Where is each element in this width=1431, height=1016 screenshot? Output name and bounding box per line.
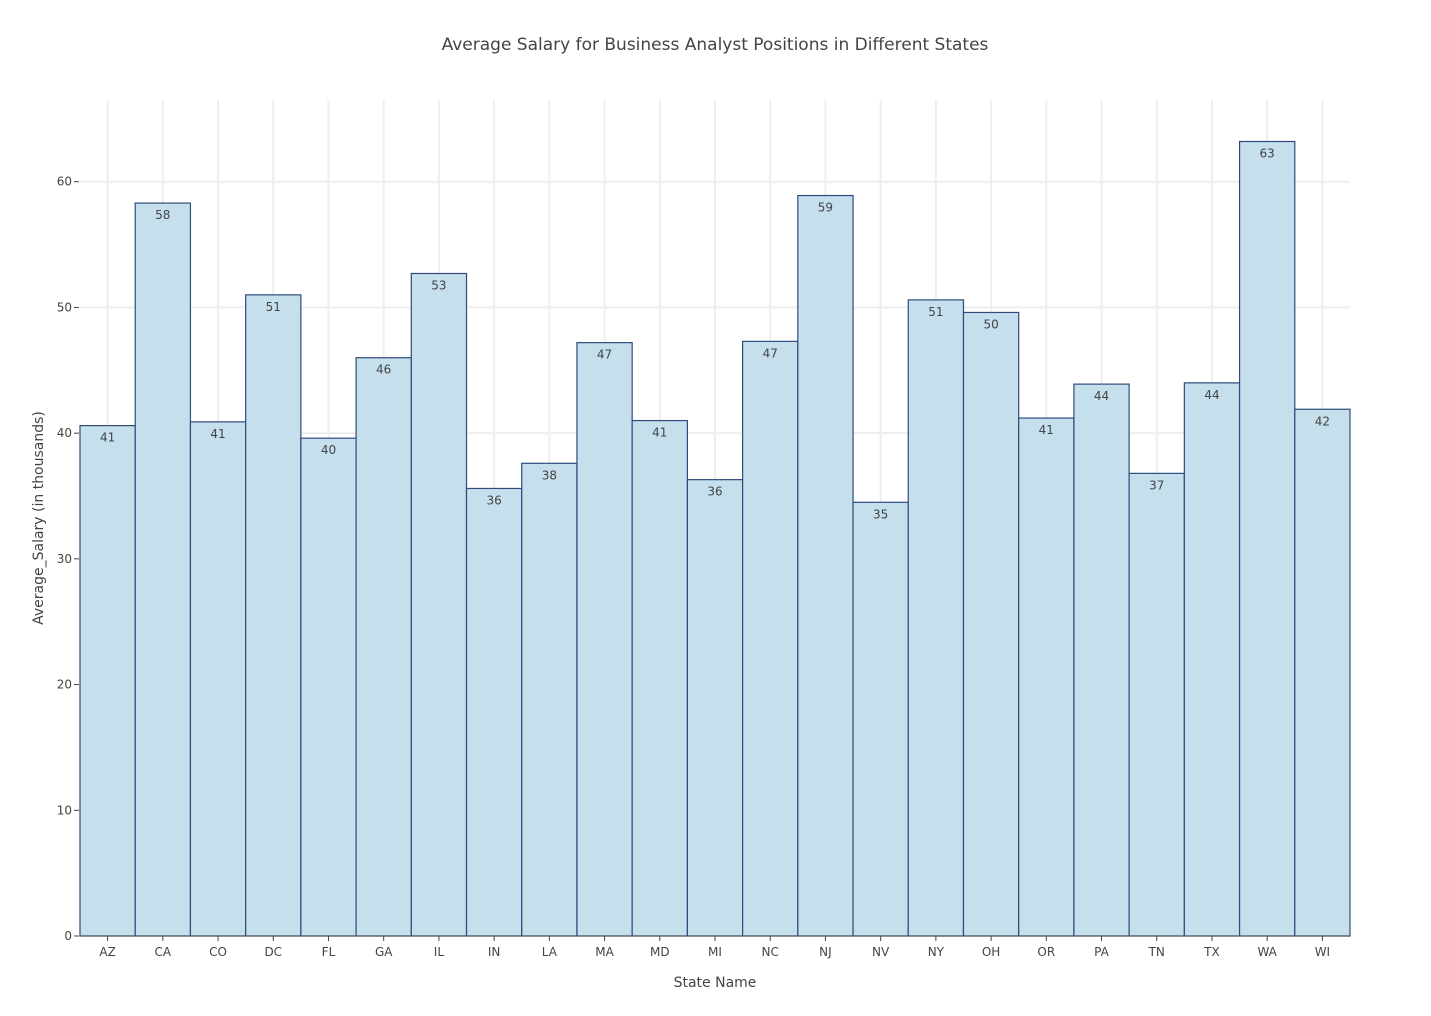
- x-tick-label-la: LA: [542, 945, 558, 959]
- x-tick-label-az: AZ: [99, 945, 115, 959]
- x-axis-title: State Name: [674, 975, 757, 991]
- data-label-tn: 37: [1149, 478, 1164, 492]
- bar-tn: [1128, 472, 1185, 937]
- x-tick-label-il: IL: [434, 945, 445, 959]
- x-tick-label-pa: PA: [1094, 945, 1109, 959]
- x-tick-label-tx: TX: [1203, 945, 1220, 959]
- bar-pa: [1073, 383, 1130, 937]
- x-tick-label-ny: NY: [928, 945, 945, 959]
- x-tick-label-or: OR: [1037, 945, 1055, 959]
- data-label-fl: 40: [321, 443, 336, 457]
- x-tick-label-nv: NV: [872, 945, 890, 959]
- x-tick-label-fl: FL: [322, 945, 336, 959]
- bar-layer: [79, 140, 1351, 937]
- x-tick-label-mi: MI: [708, 945, 722, 959]
- axis-layer: 0 10 20 30 40 50 60 AZ CA CO DC FL GA IL IN LA MA MD MI NC N…: [57, 175, 1350, 959]
- bar-wi: [1294, 408, 1351, 937]
- x-tick-label-ga: GA: [375, 945, 393, 959]
- data-label-co: 41: [210, 427, 225, 441]
- data-label-or: 41: [1039, 423, 1054, 437]
- data-label-oh: 50: [983, 317, 998, 331]
- data-label-nv: 35: [873, 507, 888, 521]
- data-label-dc: 51: [266, 300, 281, 314]
- data-label-il: 53: [431, 278, 446, 292]
- x-tick-label-ma: MA: [595, 945, 614, 959]
- data-label-ma: 47: [597, 348, 612, 362]
- bar-ma: [576, 342, 633, 937]
- x-tick-label-oh: OH: [982, 945, 1000, 959]
- bar-oh: [962, 311, 1020, 937]
- data-label-pa: 44: [1094, 389, 1109, 403]
- bar-ca: [134, 202, 192, 937]
- x-tick-label-in: IN: [488, 945, 501, 959]
- y-tick-label: 40: [57, 426, 72, 440]
- data-label-ga: 46: [376, 363, 391, 377]
- y-tick-label: 10: [57, 803, 72, 817]
- bar-co: [189, 421, 247, 937]
- data-label-wi: 42: [1315, 414, 1330, 428]
- bar-ga: [355, 357, 412, 937]
- data-label-mi: 36: [707, 485, 722, 499]
- y-tick-label: 20: [57, 678, 72, 692]
- bar-il: [410, 272, 468, 937]
- bar-az: [79, 425, 136, 937]
- bar-in: [465, 487, 523, 937]
- bar-ny: [907, 299, 965, 937]
- x-tick-label-nj: NJ: [819, 945, 832, 959]
- data-label-ca: 58: [155, 208, 170, 222]
- data-label-nj: 59: [818, 201, 833, 215]
- data-label-ny: 51: [928, 305, 943, 319]
- y-tick-label: 0: [64, 929, 72, 943]
- data-label-in: 36: [486, 493, 501, 507]
- data-label-tx: 44: [1204, 388, 1219, 402]
- data-label-md: 41: [652, 426, 667, 440]
- bar-mi: [686, 479, 744, 937]
- y-axis-title: Average_Salary (in thousands): [31, 411, 47, 625]
- data-label-az: 41: [100, 431, 115, 445]
- bar-md: [631, 419, 688, 937]
- x-tick-label-md: MD: [650, 945, 670, 959]
- bar-la: [521, 462, 578, 937]
- bar-or: [1018, 417, 1075, 937]
- bar-fl: [300, 437, 357, 937]
- bar-nc: [742, 340, 799, 937]
- bar-wa: [1238, 140, 1296, 937]
- x-tick-label-wa: WA: [1257, 945, 1277, 959]
- data-label-wa: 63: [1260, 146, 1275, 160]
- x-tick-label-tn: TN: [1148, 945, 1165, 959]
- x-tick-label-wi: WI: [1315, 945, 1330, 959]
- data-label-la: 38: [542, 468, 557, 482]
- data-label-layer: 41 58 41 51 40 46 53 36 38 47 41 36 47 59 35 51 50 41 44 37…: [100, 146, 1330, 521]
- bar-tx: [1183, 382, 1241, 937]
- chart-title: Average Salary for Business Analyst Posi…: [442, 35, 989, 55]
- x-tick-label-nc: NC: [762, 945, 779, 959]
- bar-nj: [797, 194, 854, 937]
- x-tick-label-dc: DC: [264, 945, 282, 959]
- x-tick-label-ca: CA: [155, 945, 172, 959]
- bar-nv: [852, 501, 909, 937]
- y-tick-label: 30: [57, 552, 72, 566]
- x-tick-label-co: CO: [209, 945, 227, 959]
- y-tick-label: 60: [57, 175, 72, 189]
- y-tick-label: 50: [57, 300, 72, 314]
- data-label-nc: 47: [763, 346, 778, 360]
- bar-dc: [245, 294, 302, 937]
